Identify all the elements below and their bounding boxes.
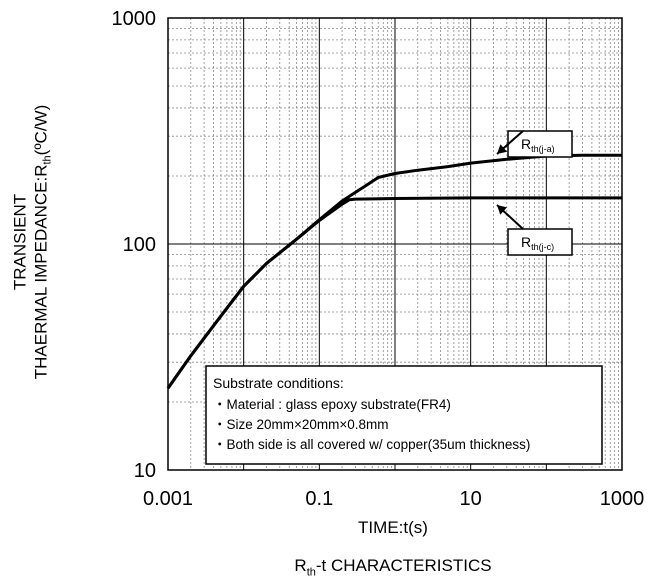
conditions-item: ・Size 20mm×20mm×0.8mm [213, 417, 389, 432]
x-tick-label: 0.1 [305, 488, 333, 510]
plot-frame [167, 17, 623, 471]
chart-caption: Rth-t CHARACTERISTICS [294, 556, 492, 579]
legend-label-rth-j-a: Rth(j-a) [521, 136, 555, 154]
series-line-rth-j-c [166, 196, 622, 390]
conditions-box [205, 365, 603, 465]
conditions-item: ・Material : glass epoxy substrate(FR4) [213, 397, 451, 412]
y-tick-label: 100 [123, 234, 156, 256]
x-tick-label: 10 [460, 488, 482, 510]
x-tick-label: 1000 [600, 488, 645, 510]
legend-box-rth-j-c [507, 228, 573, 256]
legend-arrowhead-rth-j-c [497, 205, 508, 215]
conditions-item: ・Both side is all covered w/ copper(35um… [213, 437, 530, 452]
x-tick-label: 0.001 [143, 488, 193, 510]
legend-arrowhead-rth-j-a [497, 144, 508, 154]
y-tick-label: 10 [134, 460, 156, 482]
conditions-title: Substrate conditions: [213, 375, 344, 391]
y-tick-label: 1000 [112, 8, 157, 30]
legend-label-rth-j-c: Rth(j-c) [521, 234, 554, 252]
x-axis-title: TIME:t(s) [358, 518, 428, 537]
